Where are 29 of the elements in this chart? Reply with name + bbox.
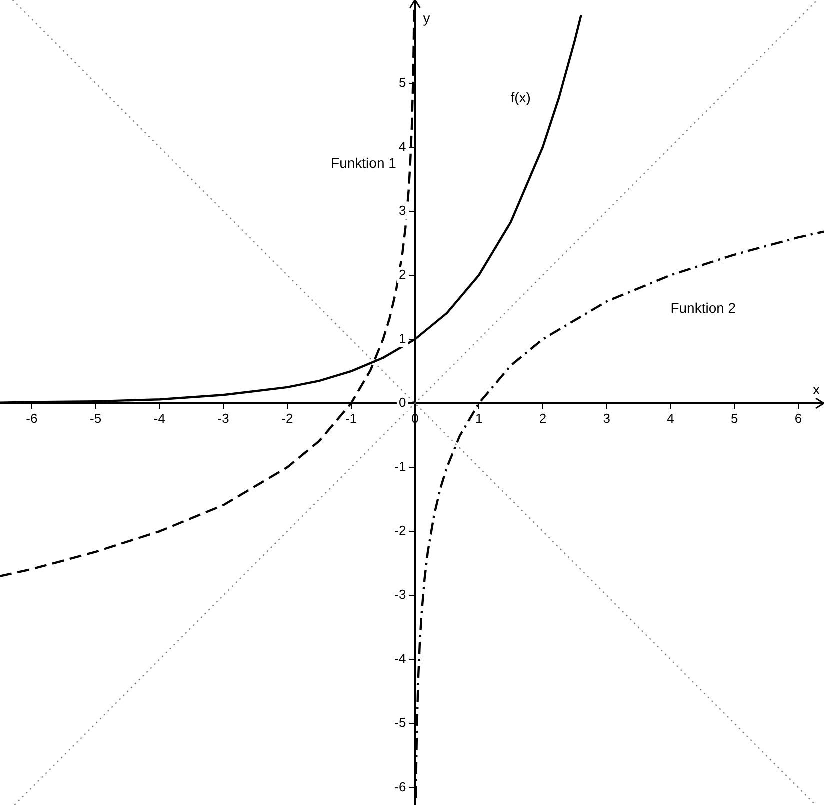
x-tick-label: 5 (730, 410, 738, 426)
x-tick-label: 4 (667, 410, 674, 426)
y-tick-label: 0 (398, 395, 406, 410)
y-axis-title: y (423, 10, 430, 26)
x-tick-label: 3 (603, 410, 610, 426)
x-tick-label: -3 (218, 410, 230, 426)
series-label: f(x) (510, 89, 531, 106)
x-tick-label: -2 (282, 410, 294, 426)
y-tick-label: -1 (394, 459, 406, 474)
y-tick-label: 2 (398, 266, 406, 282)
y-tick-label: -5 (394, 715, 406, 730)
x-axis-title: x (813, 381, 820, 398)
y-tick-label: 4 (398, 138, 406, 154)
y-tick-label: 3 (398, 202, 406, 218)
y-tick-label: -2 (394, 523, 406, 538)
x-tick-label: -6 (26, 410, 38, 426)
y-tick-label: -6 (394, 779, 406, 794)
x-tick-label: 1 (475, 410, 483, 426)
y-tick-label: -3 (394, 587, 406, 602)
x-tick-label: -1 (346, 410, 358, 426)
series-label: Funktion 2 (670, 300, 736, 316)
series-label: Funktion 1 (331, 154, 397, 171)
y-tick-label: -4 (394, 651, 406, 666)
x-tick-label: 6 (794, 410, 802, 426)
x-tick-label: -5 (90, 410, 102, 426)
y-tick-label: 1 (398, 330, 406, 346)
x-tick-label: 2 (539, 410, 547, 426)
x-tick-label: -4 (154, 410, 166, 426)
y-tick-label: 5 (398, 74, 406, 90)
